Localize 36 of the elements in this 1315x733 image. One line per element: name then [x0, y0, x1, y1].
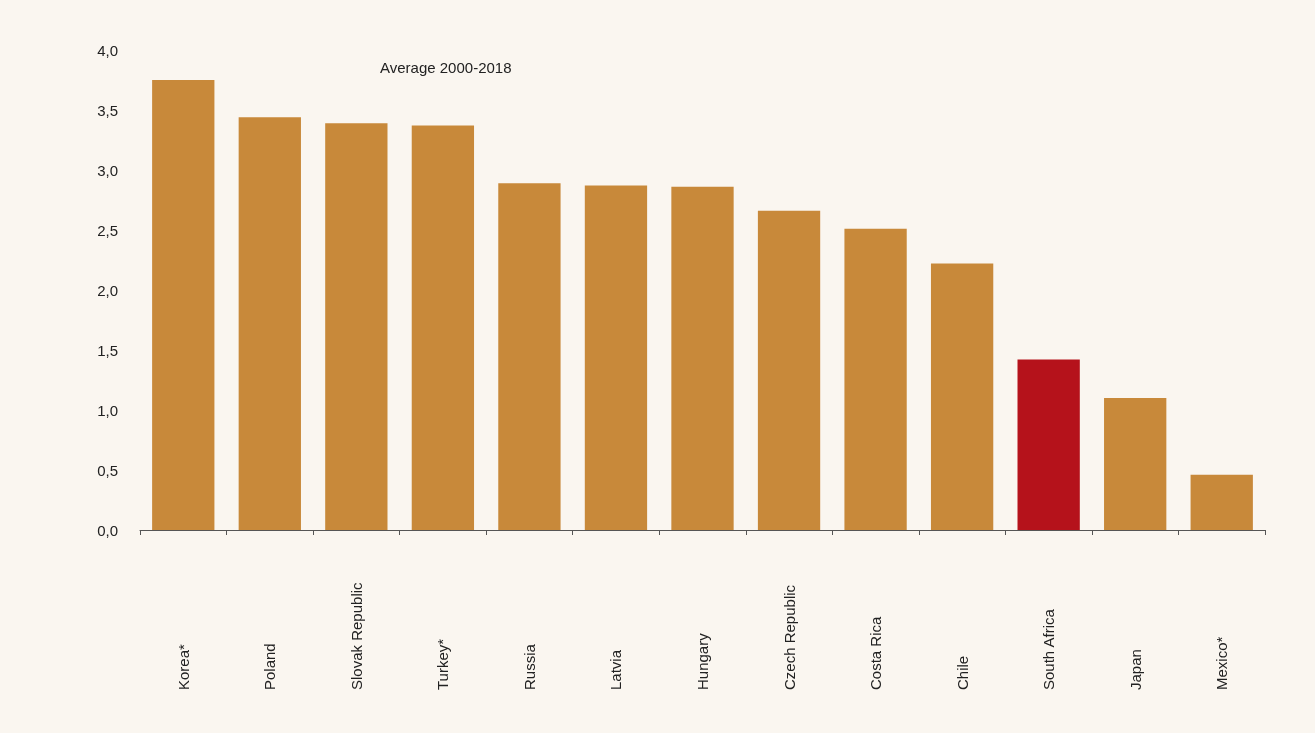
- y-tick-label: 0,5: [97, 461, 118, 479]
- y-tick-label: 2,5: [97, 221, 118, 239]
- bar: [930, 263, 994, 530]
- annotation: Average 2000-2018: [380, 59, 512, 76]
- x-tick-label: Turkey*: [434, 638, 452, 690]
- bar: [411, 125, 475, 530]
- bar: [584, 185, 648, 530]
- bar: [1017, 359, 1080, 530]
- y-tick-label: 2,0: [97, 281, 118, 299]
- x-tick-label: Latvia: [607, 649, 625, 690]
- x-tick-label: Russia: [520, 643, 538, 690]
- x-tick-label: Costa Rica: [867, 615, 885, 690]
- x-tick-label: Japan: [1126, 649, 1144, 690]
- x-tick-label: Slovak Republic: [347, 581, 365, 690]
- x-tick-label: Hungary: [694, 632, 711, 690]
- x-tick-label: Mexico*: [1213, 636, 1231, 690]
- x-tick-label: Chile: [953, 655, 971, 690]
- x-tick-label: South Africa: [1040, 608, 1058, 690]
- y-tick-label: 3,0: [97, 161, 118, 179]
- bar: [1104, 398, 1167, 530]
- x-tick-label: Czech Republic: [780, 584, 798, 690]
- x-tick-label: Korea*: [174, 643, 192, 690]
- bar: [498, 183, 561, 530]
- bar: [325, 123, 388, 530]
- bar: [238, 117, 301, 530]
- x-tick-label: Poland: [261, 643, 279, 690]
- y-tick-label: 4,0: [97, 41, 118, 59]
- bar: [152, 80, 215, 530]
- y-tick-label: 3,5: [97, 101, 118, 119]
- bar: [844, 228, 907, 530]
- y-tick-label: 1,0: [97, 401, 118, 419]
- bar: [1190, 474, 1253, 530]
- y-tick-label: 0,0: [97, 521, 118, 539]
- bar: [671, 186, 734, 530]
- bar: [757, 210, 821, 530]
- y-tick-label: 1,5: [97, 341, 118, 359]
